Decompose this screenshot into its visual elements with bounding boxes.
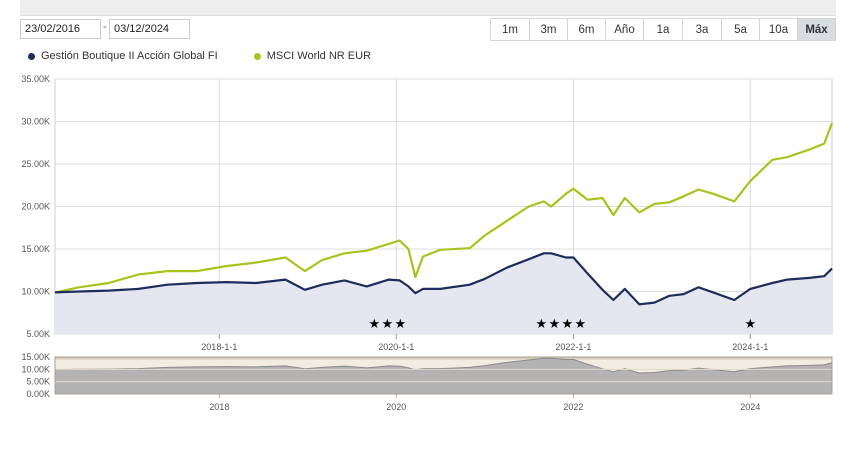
navigator-selection[interactable] <box>54 356 833 395</box>
main-axes: 35.00K 30.00K 25.00K 20.00K 15.00K 10.00K 5.00… <box>21 74 768 352</box>
y-tick-label: 15.00K <box>21 244 50 254</box>
navigator-x-tick-label: 2020 <box>386 402 406 412</box>
date-separator: - <box>103 21 107 33</box>
range-button-max[interactable]: Máx <box>797 19 835 40</box>
x-tick-label: 2022-1-1 <box>555 342 591 352</box>
fund-line[interactable] <box>54 252 833 306</box>
navigator-y-tick-label: 10.00K <box>21 364 50 374</box>
rating-star: ★ <box>535 317 547 332</box>
range-selector: 1m 3m 6m Año 1a 3a 5a 10a Máx <box>490 18 836 41</box>
fund-area <box>55 253 832 334</box>
y-tick-label: 25.00K <box>21 159 50 169</box>
y-tick-label: 5.00K <box>26 329 50 339</box>
range-button-5a[interactable]: 5a <box>721 19 759 40</box>
range-button-10a[interactable]: 10a <box>759 19 797 40</box>
rating-star: ★ <box>548 317 560 332</box>
range-button-1a[interactable]: 1a <box>643 19 682 40</box>
navigator-y-tick-label: 5.00K <box>26 377 50 387</box>
x-tick-label: 2024-1-1 <box>732 342 768 352</box>
end-date-input[interactable] <box>109 19 190 39</box>
rating-star: ★ <box>394 317 406 332</box>
navigator[interactable]: 15.00K 10.00K 5.00K 0.00K 2018 2020 2022 2024 <box>21 352 833 412</box>
y-tick-label: 20.00K <box>21 202 50 212</box>
range-button-ytd[interactable]: Año <box>605 19 643 40</box>
navigator-y-tick-label: 0.00K <box>26 389 50 399</box>
navigator-x-tick-label: 2024 <box>740 402 760 412</box>
navigator-y-tick-label: 15.00K <box>21 352 50 362</box>
navigator-x-tick-label: 2018 <box>209 402 229 412</box>
navigator-window-top <box>55 357 832 360</box>
chart-legend: Gestión Boutique II Acción Global FI MSC… <box>28 50 407 62</box>
legend-label-fund: Gestión Boutique II Acción Global FI <box>41 50 218 62</box>
rating-star: ★ <box>561 317 573 332</box>
rating-star: ★ <box>574 317 586 332</box>
benchmark-line[interactable] <box>54 122 834 294</box>
navigator-x-tick-label: 2022 <box>563 402 583 412</box>
series-layer <box>54 122 834 306</box>
fund-area-layer <box>55 253 832 334</box>
rating-star: ★ <box>744 317 756 332</box>
range-button-3m[interactable]: 3m <box>529 19 567 40</box>
legend-item-benchmark[interactable]: MSCI World NR EUR <box>253 50 372 62</box>
range-button-6m[interactable]: 6m <box>567 19 605 40</box>
legend-marker-benchmark <box>253 52 261 60</box>
y-tick-label: 30.00K <box>21 117 50 127</box>
range-button-3a[interactable]: 3a <box>682 19 721 40</box>
start-date-input[interactable] <box>20 19 101 39</box>
y-tick-label: 35.00K <box>21 74 50 84</box>
legend-label-benchmark: MSCI World NR EUR <box>266 50 372 62</box>
x-tick-label: 2018-1-1 <box>201 342 237 352</box>
rating-star: ★ <box>381 317 393 332</box>
y-tick-label: 10.00K <box>21 287 50 297</box>
legend-item-fund[interactable]: Gestión Boutique II Acción Global FI <box>28 50 218 62</box>
legend-marker-fund <box>28 52 35 60</box>
range-button-1m[interactable]: 1m <box>491 19 529 40</box>
top-band <box>20 0 836 16</box>
rating-stars: ★ ★ ★ ★ ★ ★ ★ ★ <box>368 317 756 332</box>
x-tick-label: 2020-1-1 <box>378 342 414 352</box>
navigator-series-area <box>54 357 833 395</box>
rating-star: ★ <box>368 317 380 332</box>
